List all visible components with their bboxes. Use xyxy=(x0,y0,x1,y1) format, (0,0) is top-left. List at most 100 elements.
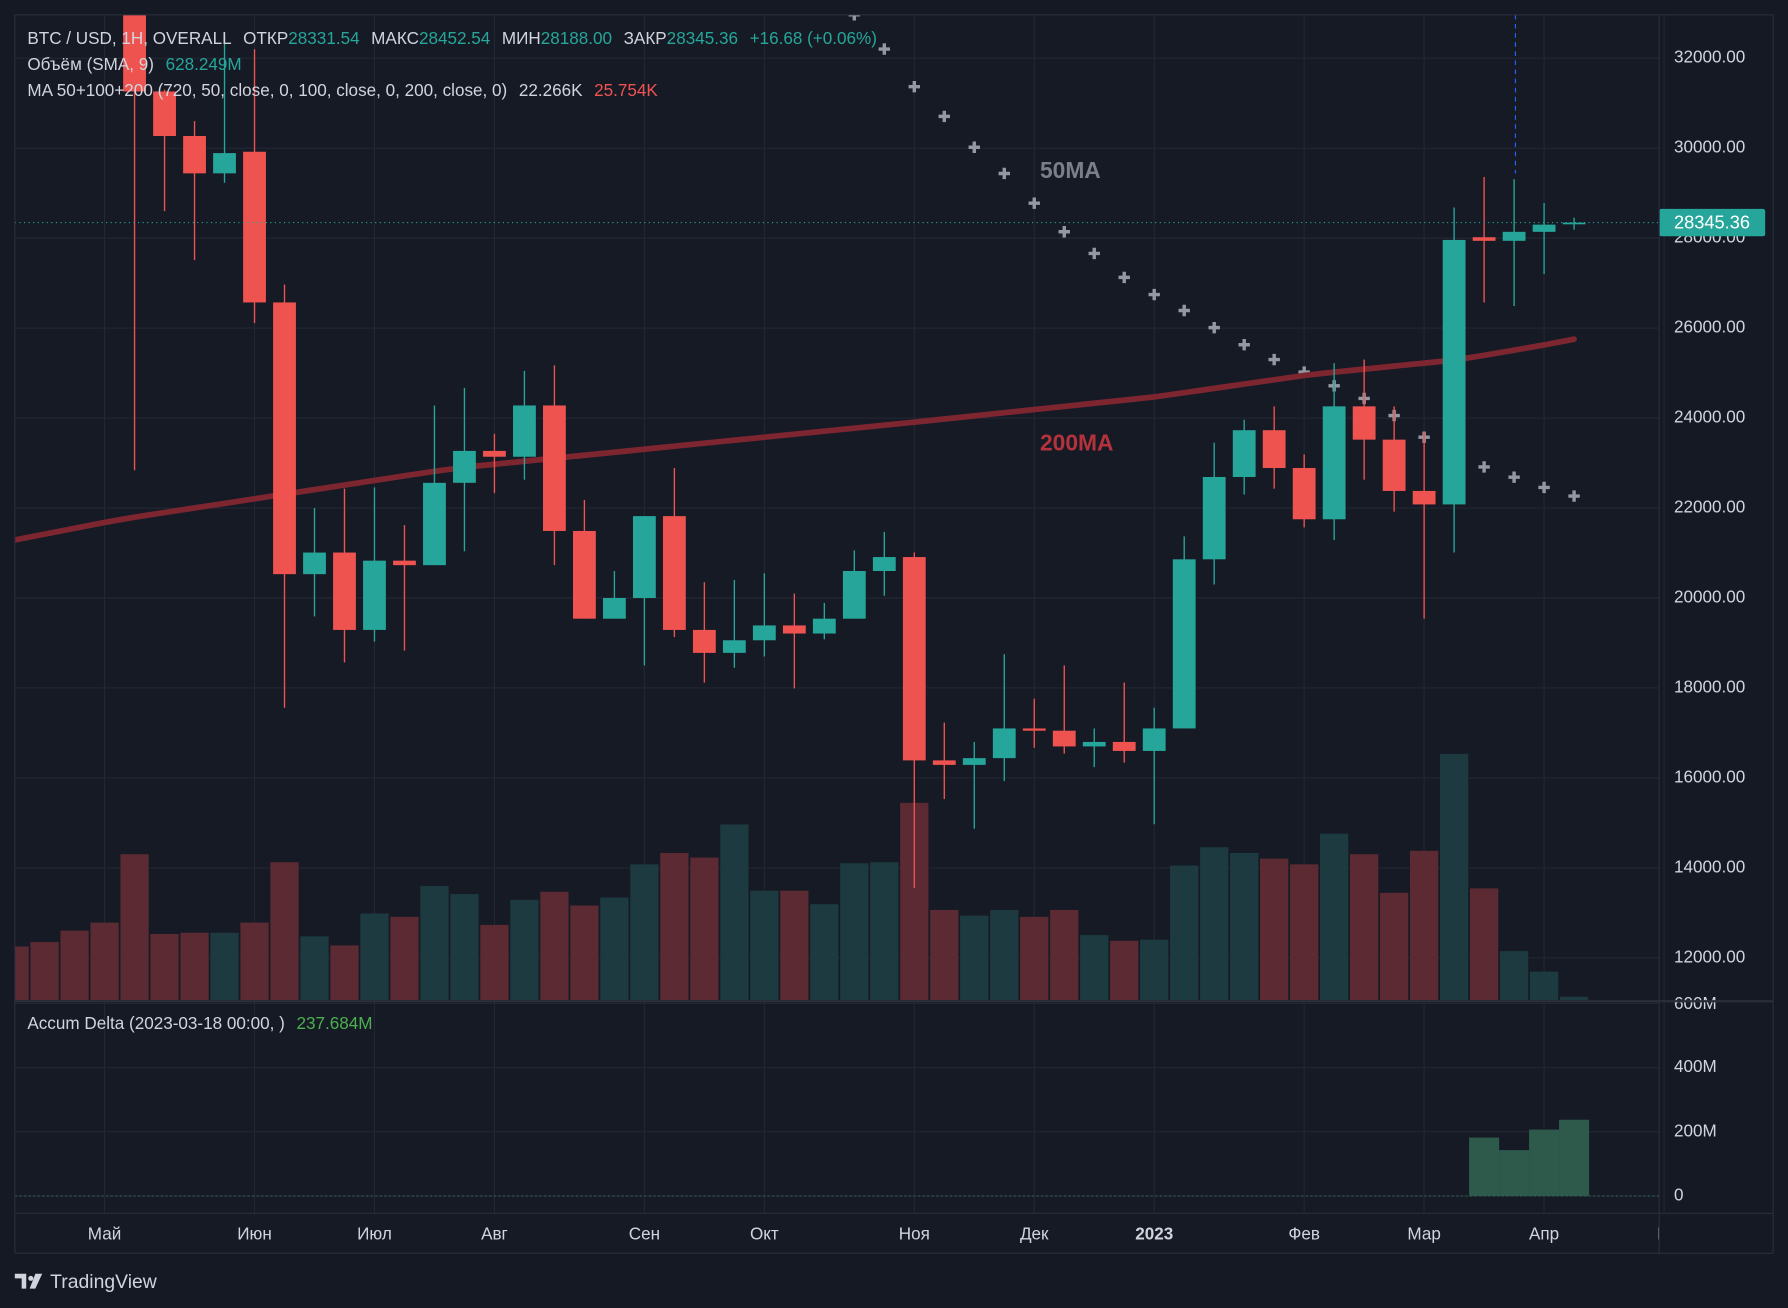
candle-body xyxy=(1052,730,1076,747)
candle-body xyxy=(1112,741,1136,751)
candle-body xyxy=(692,629,716,653)
volume-bar xyxy=(180,932,209,1001)
ma200-annotation: 200MA xyxy=(1040,430,1113,456)
volume-bar xyxy=(1290,864,1319,1001)
ma-marker xyxy=(1538,481,1550,494)
volume-bar xyxy=(1439,753,1469,1001)
logo-mark xyxy=(14,1273,27,1289)
candle-body xyxy=(872,557,896,572)
change: +16.68 (+0.06%) xyxy=(750,28,877,47)
ma-marker xyxy=(1058,226,1070,238)
ohlc-label: МАКС xyxy=(371,28,419,47)
delta-layer xyxy=(14,1119,1660,1197)
x-tick-label: Июл xyxy=(357,1225,392,1244)
y-tick-label: 24000.00 xyxy=(1674,408,1745,427)
x-tick-label: Окт xyxy=(750,1225,779,1244)
x-tick-label: 2023 xyxy=(1135,1225,1173,1244)
volume-bar xyxy=(300,936,329,1001)
logo-mark xyxy=(28,1275,34,1281)
volume-bar xyxy=(510,899,539,1001)
x-tick-label: Авг xyxy=(481,1225,508,1244)
volume-bar xyxy=(930,909,959,1001)
y-tick-label: 16000.00 xyxy=(1674,767,1745,786)
candle-body xyxy=(962,758,986,765)
ma-marker xyxy=(1118,271,1130,284)
candle-body xyxy=(423,482,446,566)
y-tick-label: 18000.00 xyxy=(1674,677,1745,696)
candle-body xyxy=(1472,237,1496,241)
x-tick-label: Май xyxy=(88,1225,121,1244)
legend-line: BTC / USD, 1H, OVERALL ОТКР28331.54 МАКС… xyxy=(27,28,877,47)
volume-bar xyxy=(1379,892,1409,1001)
last-price-badge xyxy=(1659,208,1766,237)
candle-body xyxy=(1382,439,1406,491)
ma50-annotation: 50MA xyxy=(1040,157,1101,183)
volume-bar xyxy=(330,945,359,1001)
volume-bar xyxy=(360,913,389,1001)
ma-marker xyxy=(908,81,920,93)
candle-body xyxy=(1562,222,1586,225)
candle-body xyxy=(1202,476,1226,560)
volume-bar xyxy=(1559,996,1589,1001)
candle-body xyxy=(333,552,356,630)
axes: 12000.00 14000.00 16000.00 18000.00 20000.00… xyxy=(1659,48,1766,1205)
volume-bar xyxy=(1200,847,1229,1001)
volume-bar xyxy=(750,890,779,1001)
delta-tick-label: 200M xyxy=(1674,1121,1717,1140)
ma-marker xyxy=(1178,304,1190,317)
volume-bar xyxy=(1529,971,1559,1001)
x-tick-label: Ноя xyxy=(899,1225,930,1244)
candle-body xyxy=(1082,741,1106,747)
candle-body xyxy=(573,530,596,619)
logo-mark xyxy=(29,1273,43,1289)
candle-body xyxy=(1172,559,1196,729)
legend-line: Объём (SMA, 9) 628.249M xyxy=(27,55,241,74)
y-tick-label: 14000.00 xyxy=(1674,857,1745,876)
volume-bar xyxy=(480,924,509,1001)
candle-body xyxy=(722,640,746,653)
volume-bar xyxy=(870,862,899,1001)
candle-body xyxy=(153,91,176,137)
volume-value: 628.249M xyxy=(166,55,242,74)
candle-body xyxy=(213,153,236,174)
candle-body xyxy=(393,560,416,566)
candle-body xyxy=(902,557,926,761)
legend-line: MA 50+100+200 (720, 50, close, 0, 100, c… xyxy=(27,81,658,100)
ohlc-label: ОТКР xyxy=(243,28,288,47)
delta-title: Accum Delta (2023-03-18 00:00, ) xyxy=(27,1014,284,1033)
candle-body xyxy=(632,516,656,598)
volume-bar xyxy=(570,905,599,1001)
ma-value: 22.266K xyxy=(519,81,583,100)
candle-body xyxy=(1352,406,1376,440)
ohlc-value: 28331.54 xyxy=(288,28,359,47)
volume-bar xyxy=(120,854,149,1001)
volume-bar xyxy=(1499,951,1529,1001)
volume-bar xyxy=(1170,865,1199,1001)
candle-body xyxy=(812,618,836,634)
candle-body xyxy=(1232,430,1256,477)
volume-bar xyxy=(1080,935,1109,1001)
volume-bar xyxy=(960,915,989,1001)
candle-body xyxy=(1022,728,1046,731)
candle-body xyxy=(1142,728,1166,751)
ma-marker xyxy=(1568,490,1580,502)
ma-marker xyxy=(878,43,891,55)
x-tick-label: Фев xyxy=(1288,1225,1320,1244)
last-price-label: 28345.36 xyxy=(1674,212,1750,233)
candles-layer xyxy=(14,14,1660,889)
y-tick-label: 12000.00 xyxy=(1674,947,1745,966)
candle-body xyxy=(842,571,866,619)
plot-background xyxy=(14,14,1660,1254)
volume-bar xyxy=(540,891,569,1001)
volume-bar xyxy=(1409,850,1439,1001)
candle-body xyxy=(992,728,1016,759)
volume-bar xyxy=(1469,888,1499,1001)
volume-layer xyxy=(14,753,1589,1001)
candle-body xyxy=(1412,490,1436,505)
volume-bar xyxy=(240,922,269,1001)
volume-bar xyxy=(270,862,299,1001)
volume-bar xyxy=(780,890,809,1001)
volume-bar xyxy=(810,904,839,1001)
